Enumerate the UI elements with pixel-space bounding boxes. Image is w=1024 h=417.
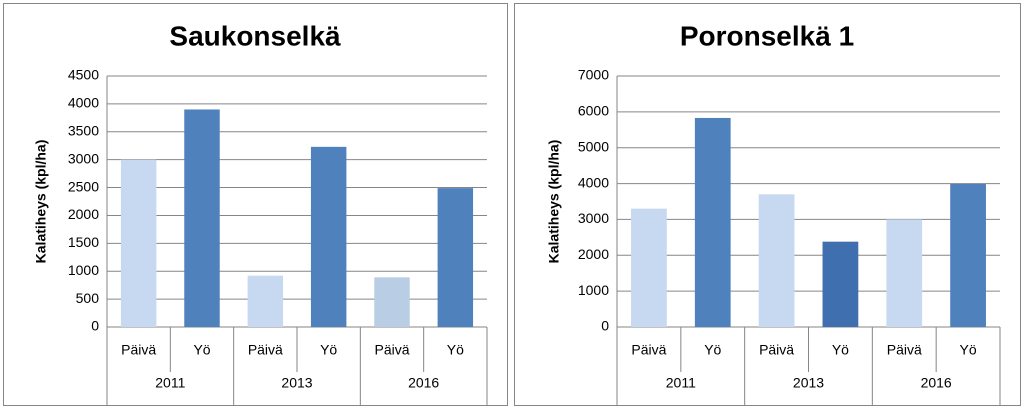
x-tick-label: Päivä <box>374 342 409 358</box>
bar <box>310 146 347 327</box>
bar <box>886 219 923 327</box>
y-tick-label: 1000 <box>578 282 609 298</box>
group-label: 2016 <box>408 375 439 391</box>
bar <box>184 109 220 327</box>
bar <box>374 277 410 327</box>
x-tick-label: Yö <box>193 342 210 358</box>
y-tick-label: 3000 <box>578 210 609 226</box>
bar <box>950 183 986 327</box>
chart-title: Poronselkä 1 <box>680 20 854 51</box>
x-tick-label: Yö <box>320 342 337 358</box>
y-tick-label: 2500 <box>68 178 99 194</box>
bar <box>694 117 731 328</box>
bar <box>120 159 157 327</box>
x-tick-label: Päivä <box>887 342 922 358</box>
y-tick-label: 1000 <box>68 262 99 278</box>
x-tick-label: Yö <box>832 342 849 358</box>
group-label: 2011 <box>666 375 696 391</box>
y-tick-label: 7000 <box>578 67 609 83</box>
y-tick-label: 2000 <box>68 206 99 222</box>
bar <box>758 194 795 327</box>
y-axis-label: Kalatiheys (kpl/ha) <box>33 140 49 264</box>
group-label: 2013 <box>793 375 824 391</box>
y-tick-label: 0 <box>91 318 99 334</box>
bar <box>437 188 474 327</box>
chart-title: Saukonselkä <box>169 20 341 51</box>
bar <box>247 275 284 327</box>
x-tick-label: Yö <box>960 342 977 358</box>
x-tick-label: Päivä <box>121 342 156 358</box>
bar <box>822 241 859 327</box>
x-tick-label: Yö <box>704 342 721 358</box>
y-tick-label: 0 <box>601 318 609 334</box>
x-tick-label: Päivä <box>759 342 794 358</box>
group-label: 2013 <box>281 375 312 391</box>
y-tick-label: 5000 <box>578 138 609 154</box>
y-tick-label: 1500 <box>68 234 99 250</box>
y-tick-label: 4000 <box>578 174 609 190</box>
x-tick-label: Päivä <box>631 342 666 358</box>
y-tick-label: 4500 <box>68 67 99 83</box>
bar <box>631 208 667 327</box>
x-tick-label: Yö <box>447 342 464 358</box>
y-tick-label: 4000 <box>68 95 99 111</box>
group-label: 2011 <box>155 375 185 391</box>
y-tick-label: 2000 <box>578 246 609 262</box>
y-tick-label: 3000 <box>68 150 99 166</box>
y-tick-label: 3500 <box>68 122 99 138</box>
x-tick-label: Päivä <box>248 342 283 358</box>
y-tick-label: 6000 <box>578 103 609 119</box>
group-label: 2016 <box>921 375 952 391</box>
y-tick-label: 500 <box>76 290 100 306</box>
y-axis-label: Kalatiheys (kpl/ha) <box>546 140 562 264</box>
